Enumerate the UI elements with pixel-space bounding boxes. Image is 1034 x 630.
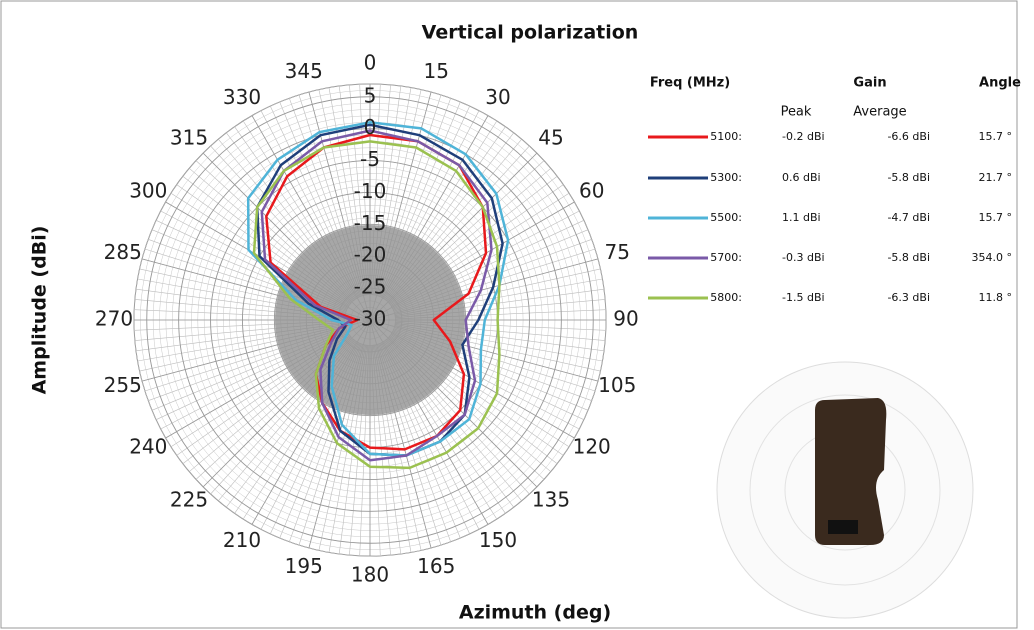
theta-tick-label: 225	[170, 488, 208, 512]
legend-cell: -6.6 dBi	[887, 130, 930, 143]
grid-spoke	[369, 319, 575, 439]
series-line	[252, 140, 501, 470]
legend-label: 5800:	[710, 291, 742, 304]
r-tick-label: 5	[364, 83, 377, 107]
theta-tick-label: 150	[479, 528, 517, 552]
r-tick-label: -25	[354, 275, 387, 299]
legend-cell: -5.8 dBi	[887, 171, 930, 184]
legend-cell: 0.6 dBi	[782, 171, 821, 184]
theta-tick-label: 15	[424, 59, 449, 83]
grid-spoke	[251, 115, 371, 321]
device-base	[828, 520, 858, 534]
legend-cell: 15.7 °	[979, 211, 1013, 224]
r-tick-label: -5	[360, 147, 380, 171]
theta-tick-label: 210	[223, 528, 261, 552]
grid-spoke	[369, 319, 432, 549]
theta-tick-label: 120	[573, 435, 611, 459]
legend-subheader: Peak	[781, 105, 812, 120]
grid-spoke	[308, 91, 371, 321]
legend-header: Angle	[979, 76, 1021, 91]
series-line	[260, 129, 493, 462]
legend-label: 5100:	[710, 130, 742, 143]
theta-tick-label: 255	[104, 373, 142, 397]
legend-cell: -0.3 dBi	[782, 251, 825, 264]
grid-spoke	[369, 319, 599, 382]
legend-header: Gain	[853, 76, 886, 91]
grid-spoke	[369, 91, 432, 321]
theta-tick-label: 30	[485, 85, 510, 109]
series-line	[246, 121, 510, 457]
grid-spoke	[202, 319, 371, 488]
y-axis-title: Amplitude (dBi)	[29, 226, 51, 395]
device-photo	[716, 361, 974, 619]
theta-tick-label: 315	[170, 125, 208, 149]
legend-cell: -4.7 dBi	[887, 211, 930, 224]
legend-cell: -5.8 dBi	[887, 251, 930, 264]
theta-tick-label: 300	[129, 179, 167, 203]
legend-cell: -0.2 dBi	[782, 130, 825, 143]
r-tick-label: -30	[354, 307, 387, 331]
theta-tick-label: 330	[223, 85, 261, 109]
legend-cell: 354.0 °	[972, 251, 1013, 264]
x-axis-title: Azimuth (deg)	[459, 602, 611, 624]
device-body	[815, 398, 887, 545]
r-tick-label: -10	[354, 179, 387, 203]
grid-spoke	[369, 152, 538, 321]
legend-cell: 15.7 °	[979, 130, 1013, 143]
theta-tick-label: 75	[605, 240, 630, 264]
grid-spoke	[308, 319, 371, 549]
grid-spoke	[202, 152, 371, 321]
grid-spoke	[369, 319, 489, 525]
theta-tick-label: 345	[285, 59, 323, 83]
theta-tick-label: 270	[95, 307, 133, 331]
legend-label: 5300:	[710, 171, 742, 184]
theta-tick-label: 180	[351, 563, 389, 587]
theta-tick-label: 60	[579, 179, 604, 203]
grid-spoke	[369, 115, 489, 321]
r-tick-label: 0	[364, 115, 377, 139]
theta-tick-label: 285	[104, 240, 142, 264]
grid-spoke	[369, 258, 599, 321]
theta-tick-label: 135	[532, 488, 570, 512]
legend-cell: -1.5 dBi	[782, 291, 825, 304]
theta-tick-label: 105	[598, 373, 636, 397]
chart-title: Vertical polarization	[422, 22, 639, 44]
r-tick-label: -15	[354, 211, 387, 235]
legend-label: 5500:	[710, 211, 742, 224]
grid-spoke	[251, 319, 371, 525]
legend-cell: 11.8 °	[979, 291, 1013, 304]
theta-tick-label: 45	[538, 125, 563, 149]
theta-tick-label: 90	[613, 307, 638, 331]
theta-tick-label: 240	[129, 435, 167, 459]
grid-spoke	[369, 319, 538, 488]
theta-tick-label: 0	[364, 51, 377, 75]
legend-label: 5700:	[710, 251, 742, 264]
legend-cell: 1.1 dBi	[782, 211, 821, 224]
legend-cell: 21.7 °	[979, 171, 1013, 184]
r-tick-label: -20	[354, 243, 387, 267]
photo-grid	[749, 394, 941, 586]
legend-cell: -6.3 dBi	[887, 291, 930, 304]
theta-tick-label: 195	[285, 554, 323, 578]
legend-header: Freq (MHz)	[650, 76, 730, 91]
series-line	[265, 133, 488, 451]
polar-plot: 0 15 30 45 60 75 90 105 120 135 150 165 180 195 210 225…	[95, 51, 639, 587]
theta-tick-label: 165	[417, 554, 455, 578]
legend-subheader: Average	[853, 105, 906, 120]
grid-spoke	[369, 201, 575, 321]
